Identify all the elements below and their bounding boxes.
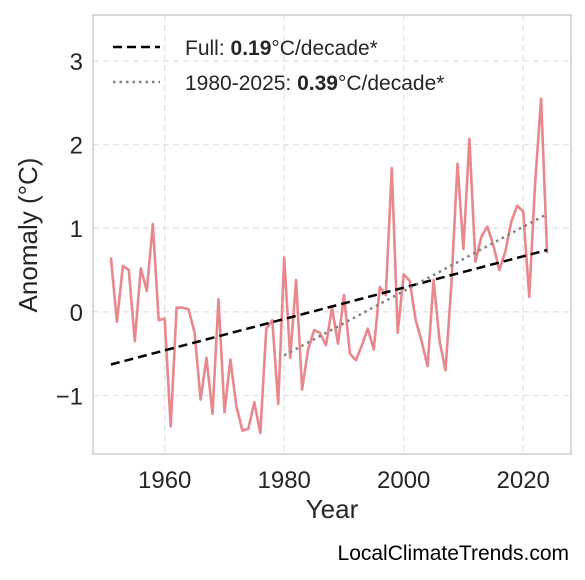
- legend-label-full: Full: 0.19°C/decade*: [185, 37, 378, 60]
- x-tick-label: 2000: [377, 467, 430, 494]
- grid-lines: [93, 15, 571, 454]
- legend-full-suffix: °C/decade*: [271, 37, 377, 60]
- y-tick-label: 3: [70, 49, 83, 76]
- full-trend-line: [110, 248, 548, 366]
- x-tick-label: 2020: [497, 467, 550, 494]
- site-credit: LocalClimateTrends.com: [338, 542, 569, 565]
- legend-full-prefix: Full:: [185, 37, 231, 60]
- x-tick-label: 1980: [258, 467, 311, 494]
- series-layer: [109, 97, 549, 435]
- legend: Full: 0.19°C/decade* 1980-2025: 0.39°C/d…: [113, 37, 444, 95]
- x-tick-label: 1960: [138, 467, 191, 494]
- x-axis-title: Year: [306, 494, 359, 524]
- tick-labels: 1960 1980 2000 2020 −1 0 1 2 3: [56, 49, 550, 494]
- y-tick-label: 0: [70, 300, 83, 327]
- y-tick-label: 2: [70, 133, 83, 160]
- legend-label-1980-2025: 1980-2025: 0.39°C/decade*: [185, 72, 444, 95]
- y-axis-title: Anomaly (°C): [13, 158, 43, 313]
- y-tick-label: 1: [70, 216, 83, 243]
- legend-recent-prefix: 1980-2025:: [185, 72, 297, 95]
- legend-full-value: 0.19: [231, 37, 272, 60]
- legend-recent-value: 0.39: [297, 72, 338, 95]
- plot-frame: [92, 14, 572, 455]
- legend-recent-suffix: °C/decade*: [338, 72, 444, 95]
- anomaly-series-line: [109, 97, 549, 435]
- recent-trend-line: [283, 212, 548, 357]
- y-tick-label: −1: [56, 384, 83, 411]
